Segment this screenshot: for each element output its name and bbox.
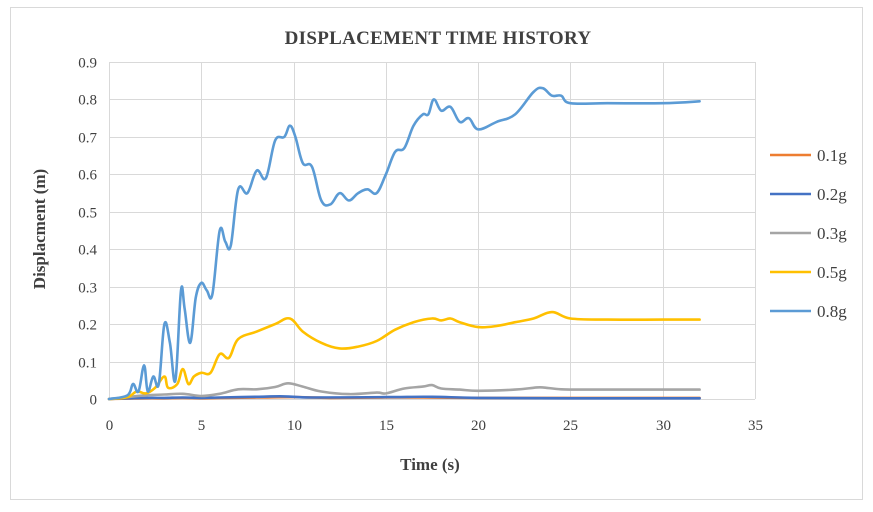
y-tick-label: 0.6 xyxy=(78,168,97,184)
legend-label: 0.1g xyxy=(817,146,847,165)
chart-frame xyxy=(10,7,863,500)
legend-label: 0.5g xyxy=(817,263,847,282)
legend-label: 0.8g xyxy=(817,302,847,321)
x-tick-label: 10 xyxy=(287,418,302,434)
x-tick-label: 30 xyxy=(656,418,671,434)
y-tick-label: 0.8 xyxy=(78,93,97,109)
x-tick-label: 15 xyxy=(379,418,394,434)
x-tick-label: 35 xyxy=(748,418,763,434)
y-tick-label: 0.5 xyxy=(78,206,97,222)
series-line-0.2g xyxy=(107,395,701,401)
tick-labels: 0 0.1 0.2 0.3 0.4 0.5 0.6 0.7 0.8 0.9 0 5 10 15 20 25 30… xyxy=(78,56,763,435)
x-tick-label: 5 xyxy=(198,418,206,434)
x-axis-title: Time (s) xyxy=(400,455,460,474)
legend-label: 0.2g xyxy=(817,185,847,204)
y-tick-label: 0.9 xyxy=(78,56,97,72)
series-line-0.5g xyxy=(107,310,701,401)
x-tick-label: 25 xyxy=(563,418,578,434)
y-tick-label: 0.1 xyxy=(78,356,97,372)
chart-title: DISPLACEMENT TIME HISTORY xyxy=(285,28,592,49)
y-tick-label: 0.4 xyxy=(78,243,97,259)
y-tick-label: 0.3 xyxy=(78,281,97,297)
y-tick-label: 0.2 xyxy=(78,318,97,334)
legend-label: 0.3g xyxy=(817,224,847,243)
legend: 0.1g 0.2g 0.3g 0.5g 0.8g xyxy=(770,146,847,321)
y-tick-label: 0.7 xyxy=(78,131,97,147)
series-line-0.8g xyxy=(107,86,701,401)
y-axis-title: Displacment (m) xyxy=(30,169,49,289)
x-tick-label: 20 xyxy=(471,418,486,434)
y-tick-label: 0 xyxy=(90,393,98,409)
series-lines xyxy=(107,86,701,401)
series-line-0.3g xyxy=(107,381,701,401)
gridlines xyxy=(109,62,756,400)
x-tick-label: 0 xyxy=(106,418,114,434)
